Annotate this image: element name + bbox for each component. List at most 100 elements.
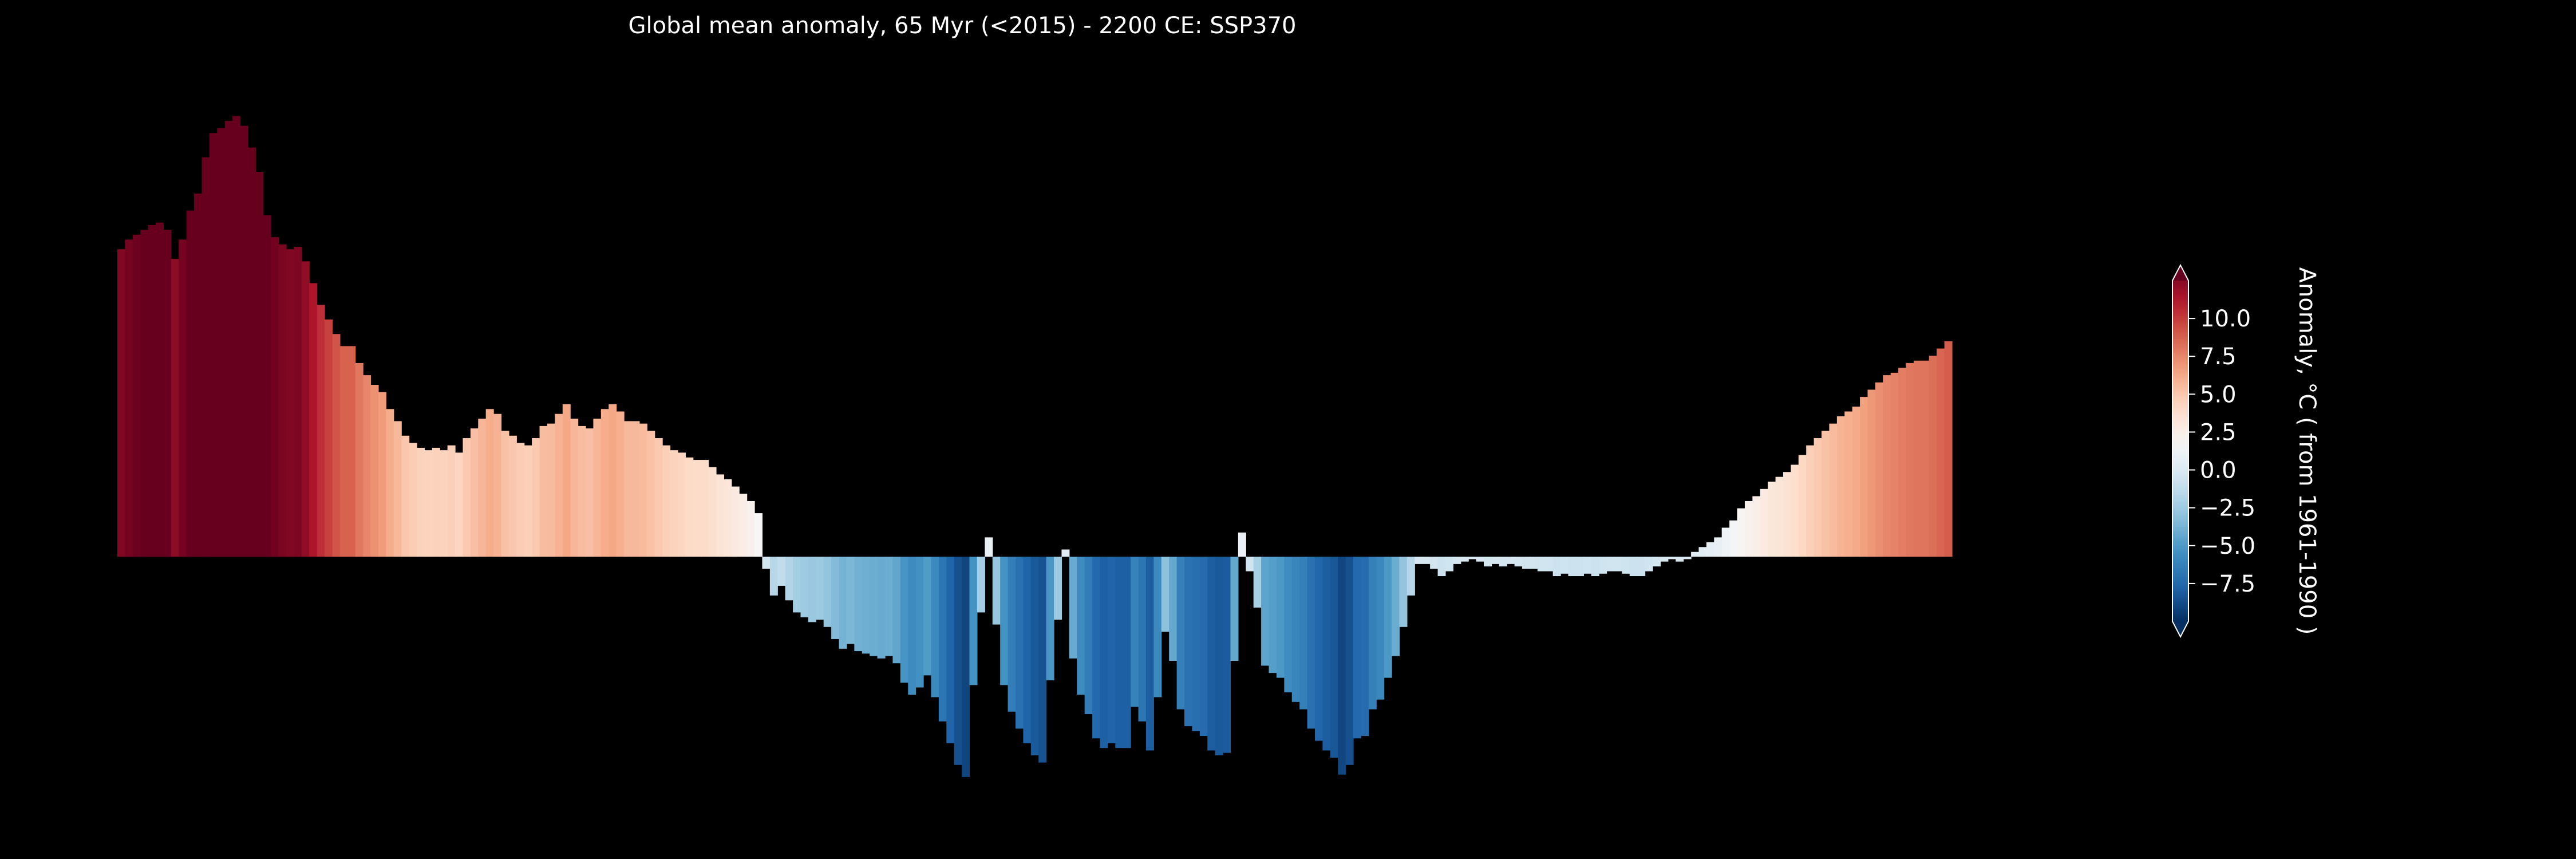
bar — [1453, 557, 1461, 564]
bar — [1092, 557, 1101, 739]
bar — [1883, 375, 1891, 557]
bar — [1054, 557, 1062, 620]
bar — [639, 423, 647, 557]
colorbar: 10.0 7.5 5.0 2.5 0.0 −2.5 −5.0 −7.5 — [2172, 263, 2255, 639]
bar — [985, 537, 993, 557]
bar — [831, 557, 840, 639]
bar — [854, 557, 863, 652]
bar — [1522, 557, 1531, 569]
bar — [140, 230, 149, 557]
bar — [1422, 557, 1431, 564]
bar — [1115, 557, 1124, 748]
bar — [1752, 496, 1761, 557]
bar — [562, 404, 571, 557]
bar — [1314, 557, 1323, 741]
bars-group — [117, 116, 1953, 777]
bar — [1437, 557, 1446, 577]
bar — [1269, 557, 1277, 673]
bar — [1084, 557, 1093, 715]
bar — [769, 557, 778, 596]
bar — [516, 443, 525, 557]
bar — [578, 425, 586, 557]
bar — [424, 450, 433, 557]
bar — [532, 438, 540, 557]
bar — [1530, 557, 1538, 569]
bar — [1038, 557, 1047, 763]
bar — [240, 125, 248, 557]
bar — [409, 443, 417, 557]
bar — [1744, 501, 1753, 557]
bar — [1000, 557, 1009, 685]
bar — [785, 557, 793, 601]
bar — [885, 557, 894, 656]
bar — [317, 305, 325, 557]
bar — [1008, 557, 1016, 712]
bar — [992, 557, 1001, 625]
bar — [1836, 416, 1845, 557]
bar — [416, 447, 425, 557]
bar — [1246, 557, 1254, 572]
bar — [701, 460, 709, 557]
bar — [1169, 557, 1178, 661]
bar — [301, 261, 310, 557]
bar — [762, 557, 771, 569]
bar — [1691, 551, 1700, 557]
bar — [1415, 557, 1423, 564]
bar — [1392, 557, 1400, 656]
bar — [1921, 360, 1930, 557]
bar — [1860, 397, 1868, 557]
bar — [647, 431, 655, 557]
colorbar-tick-label: 0.0 — [2200, 458, 2237, 484]
bar — [1944, 341, 1953, 557]
bar — [309, 283, 318, 557]
bar — [1906, 362, 1914, 557]
bar — [670, 450, 678, 557]
bar — [1460, 557, 1469, 562]
bar — [1100, 557, 1108, 748]
bar — [877, 557, 886, 659]
bar — [739, 494, 748, 557]
bar — [586, 428, 594, 557]
colorbar-tick-label: 2.5 — [2200, 419, 2237, 446]
bar — [1676, 557, 1684, 562]
bar — [1199, 557, 1208, 736]
bar — [271, 237, 279, 557]
bar — [816, 557, 824, 620]
bar — [1338, 557, 1346, 775]
bar — [1867, 389, 1876, 557]
bar — [148, 224, 156, 557]
bar — [1768, 482, 1776, 557]
bar — [1637, 557, 1646, 577]
bar — [1560, 557, 1569, 574]
bar — [1145, 557, 1154, 751]
bar — [485, 409, 494, 557]
bar — [555, 413, 563, 557]
bar — [263, 215, 271, 557]
bar — [1537, 557, 1546, 572]
colorbar-tick-label: 10.0 — [2200, 306, 2251, 332]
bar — [1138, 557, 1147, 722]
bar — [1253, 557, 1262, 608]
bar — [378, 392, 386, 557]
bar — [977, 557, 985, 613]
bar — [1069, 557, 1077, 659]
bar — [1284, 557, 1293, 692]
bar — [954, 557, 962, 765]
bar — [355, 362, 364, 557]
bar — [1929, 356, 1937, 557]
bar — [1775, 476, 1784, 557]
bar — [1737, 508, 1745, 557]
bar — [662, 445, 671, 557]
bar — [1491, 557, 1500, 564]
bar — [501, 431, 509, 557]
bar — [839, 557, 847, 649]
bar — [892, 557, 901, 664]
bar — [455, 452, 464, 557]
colorbar-body — [2172, 281, 2188, 621]
bar — [209, 133, 218, 557]
bar — [1161, 557, 1170, 632]
bar — [1184, 557, 1193, 727]
colorbar-label: Anomaly, °C ( from 1961-1990 ) — [2294, 267, 2320, 635]
bar — [478, 419, 487, 557]
bar — [1552, 557, 1561, 577]
